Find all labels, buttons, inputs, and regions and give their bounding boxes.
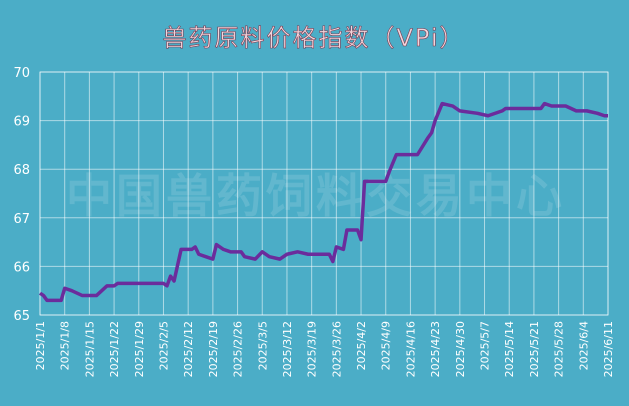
x-tick-label: 2025/5/28 bbox=[553, 321, 566, 377]
x-tick-label: 2025/5/7 bbox=[479, 321, 492, 370]
x-tick-label: 2025/2/19 bbox=[207, 321, 220, 377]
x-tick-label: 2025/5/14 bbox=[503, 321, 516, 377]
x-tick-label: 2025/3/12 bbox=[281, 321, 294, 377]
x-tick-label: 2025/1/8 bbox=[59, 321, 72, 370]
y-tick-label: 69 bbox=[13, 115, 30, 130]
x-tick-label: 2025/3/26 bbox=[330, 321, 343, 377]
x-tick-label: 2025/1/22 bbox=[108, 321, 121, 377]
x-tick-label: 2025/1/15 bbox=[83, 321, 96, 377]
y-tick-label: 68 bbox=[13, 163, 30, 178]
chart-title: 兽药原料价格指数（VPi） bbox=[162, 24, 465, 52]
series-line bbox=[39, 101, 608, 303]
x-tick-label: 2025/6/11 bbox=[602, 321, 615, 377]
x-tick-label: 2025/2/26 bbox=[232, 321, 245, 377]
x-tick-label: 2025/3/19 bbox=[306, 321, 319, 377]
x-tick-label: 2025/4/30 bbox=[454, 321, 467, 377]
x-tick-label: 2025/4/16 bbox=[404, 321, 417, 377]
x-tick-label: 2025/4/23 bbox=[429, 321, 442, 377]
x-tick-label: 2025/1/1 bbox=[34, 321, 47, 370]
y-tick-label: 70 bbox=[13, 66, 30, 81]
x-tick-label: 2025/5/21 bbox=[528, 321, 541, 377]
x-tick-label: 2025/4/9 bbox=[380, 321, 393, 370]
watermark: 中国兽药饲料交易中心 bbox=[66, 169, 566, 223]
x-tick-label: 2025/1/29 bbox=[133, 321, 146, 377]
x-tick-label: 2025/2/5 bbox=[157, 321, 170, 370]
y-tick-label: 66 bbox=[13, 260, 30, 275]
x-tick-label: 2025/2/12 bbox=[182, 321, 195, 377]
y-tick-label: 65 bbox=[13, 309, 30, 324]
x-tick-label: 2025/4/2 bbox=[355, 321, 368, 370]
y-tick-label: 67 bbox=[13, 212, 30, 227]
x-tick-label: 2025/3/5 bbox=[256, 321, 269, 370]
x-tick-label: 2025/6/4 bbox=[577, 321, 590, 370]
